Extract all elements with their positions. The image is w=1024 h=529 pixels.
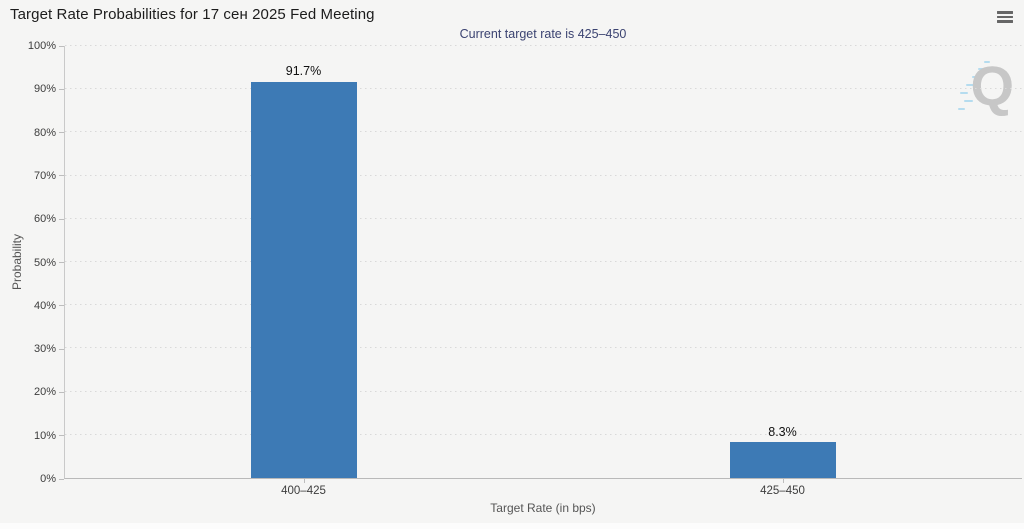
hamburger-menu-icon[interactable] xyxy=(997,11,1013,23)
hamburger-bar xyxy=(997,11,1013,14)
plot-area xyxy=(64,45,1022,479)
y-axis-tick-label-20: 20% xyxy=(33,386,56,399)
y-axis-tick-50 xyxy=(59,262,64,263)
y-axis-tick-70 xyxy=(59,175,64,177)
y-axis-tick-0 xyxy=(59,478,64,480)
gridline-10 xyxy=(65,433,1022,435)
bar-value-label-400–425: 91.7% xyxy=(285,63,322,78)
x-axis-tick-label-425–450: 425–450 xyxy=(760,485,805,497)
chart-title: Target Rate Probabilities for 17 сен 202… xyxy=(10,6,375,23)
y-axis-tick-40 xyxy=(59,305,64,307)
y-axis-tick-label-10: 10% xyxy=(33,429,56,442)
gridline-80 xyxy=(65,131,1022,133)
y-axis-tick-label-40: 40% xyxy=(33,299,56,312)
y-axis-tick-label-100: 100% xyxy=(27,40,56,52)
y-axis-tick-60 xyxy=(59,218,64,220)
y-axis-tick-80 xyxy=(59,132,64,134)
bar-value-label-425–450: 8.3% xyxy=(768,425,797,440)
bar-400–425[interactable] xyxy=(251,81,358,478)
hamburger-bar xyxy=(997,20,1013,23)
bar-425–450[interactable] xyxy=(729,442,836,478)
x-axis-tick-400–425 xyxy=(303,479,305,483)
y-axis-tick-10 xyxy=(59,435,64,437)
y-axis-tick-label-60: 60% xyxy=(33,213,56,226)
y-axis-tick-label-90: 90% xyxy=(33,83,56,96)
gridline-90 xyxy=(65,88,1022,90)
gridline-60 xyxy=(65,217,1022,219)
y-axis-tick-20 xyxy=(59,391,64,393)
x-axis-tick-label-400–425: 400–425 xyxy=(281,485,326,497)
y-axis-tick-label-50: 50% xyxy=(33,256,56,269)
gridline-100 xyxy=(65,45,1022,46)
gridline-50 xyxy=(65,261,1022,262)
y-axis-tick-100 xyxy=(59,45,64,47)
x-axis-tick-425–450 xyxy=(782,479,784,483)
gridline-40 xyxy=(65,304,1022,306)
y-axis-tick-label-0: 0% xyxy=(40,473,56,485)
y-axis-tick-label-30: 30% xyxy=(33,343,56,356)
x-axis-title: Target Rate (in bps) xyxy=(490,501,596,515)
y-axis-tick-30 xyxy=(59,348,64,350)
gridline-30 xyxy=(65,347,1022,349)
y-axis-tick-90 xyxy=(59,88,64,90)
chart-subtitle: Current target rate is 425–450 xyxy=(459,27,627,41)
hamburger-bar xyxy=(997,15,1013,18)
gridline-70 xyxy=(65,174,1022,176)
y-axis-tick-label-80: 80% xyxy=(33,126,56,139)
bottom-strip xyxy=(0,523,1024,529)
y-axis-tick-label-70: 70% xyxy=(33,169,56,182)
gridline-20 xyxy=(65,390,1022,392)
